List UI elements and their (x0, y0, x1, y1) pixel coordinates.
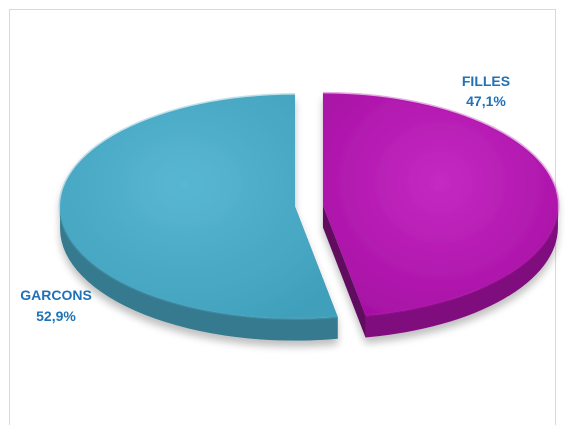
pie-slice-top (60, 94, 338, 319)
pie-slice-rim (322, 91, 560, 318)
pie-slice-top (322, 93, 558, 316)
slice-value-filles: 47,1% (466, 93, 506, 109)
pie-slice-filles (322, 91, 560, 338)
pie-slice-garcons (58, 93, 338, 341)
slice-value-garcons: 52,9% (36, 308, 76, 324)
pie-slice-rim (58, 93, 338, 321)
slice-label-garcons: GARCONS (20, 287, 92, 303)
pie-slice-cut-wall (322, 205, 366, 338)
pie-slice-side-wall (365, 205, 558, 338)
slice-label-filles: FILLES (462, 73, 510, 89)
pie-slice-side-wall (60, 206, 338, 341)
